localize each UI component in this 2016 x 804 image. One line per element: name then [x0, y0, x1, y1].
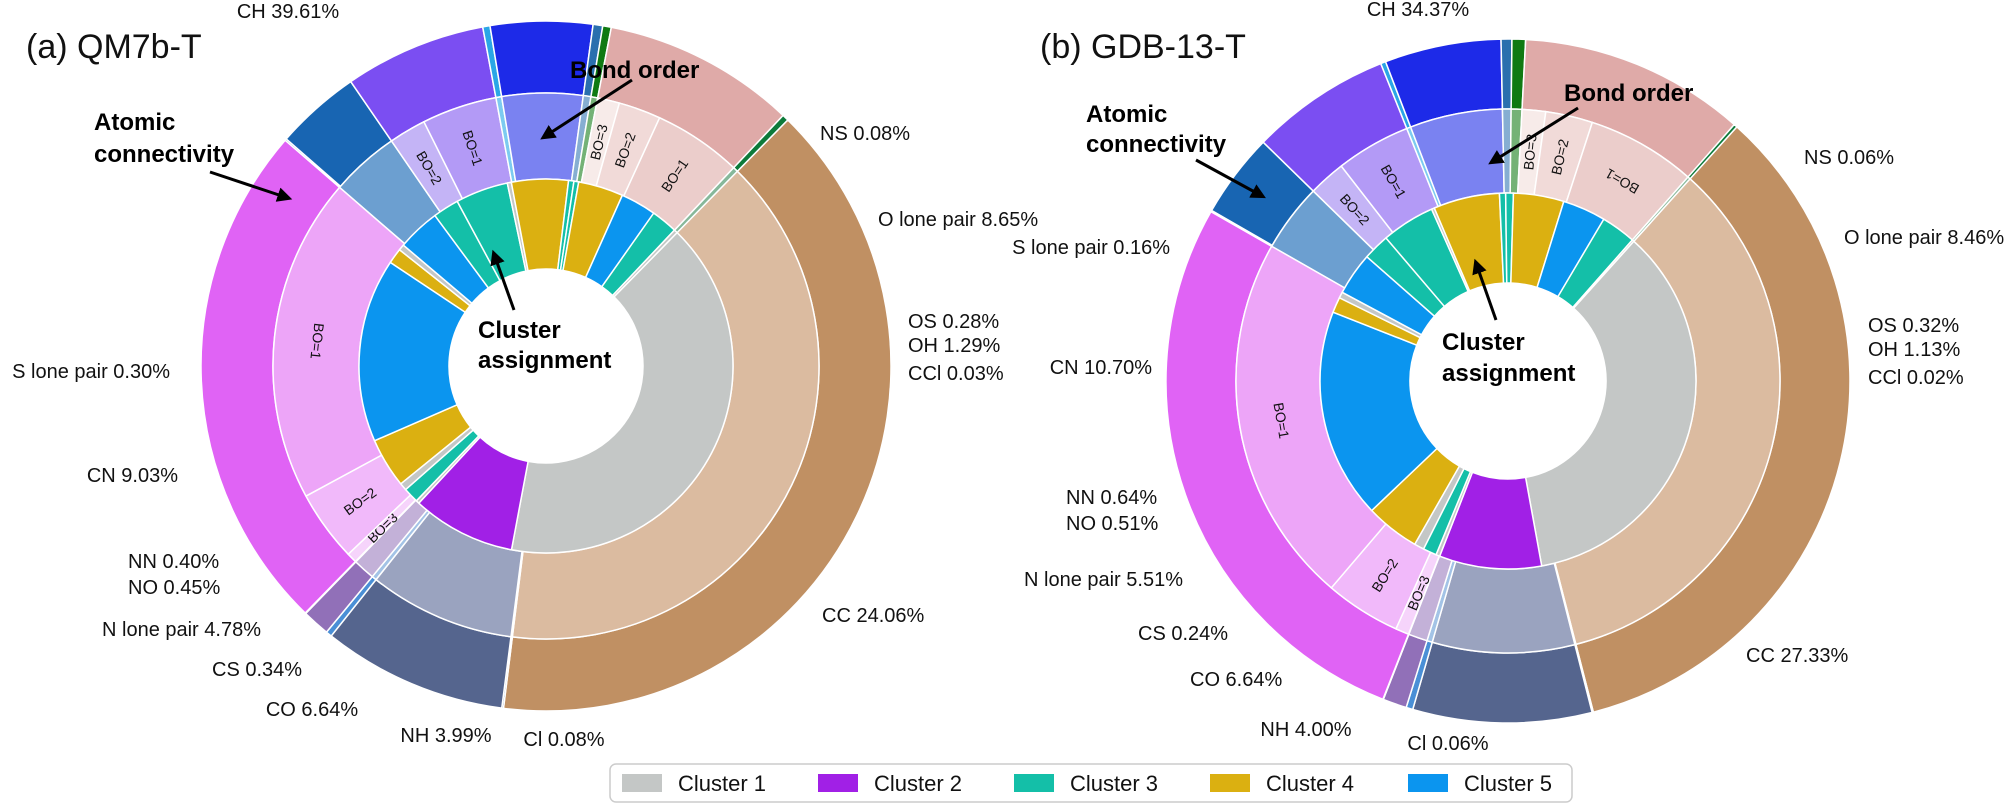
- slice-label: CN 10.70%: [1050, 357, 1152, 379]
- slice-label: S lone pair 0.30%: [12, 361, 170, 383]
- bond-order-label: BO=2: [1548, 137, 1572, 176]
- slice-label: OS 0.32%: [1868, 315, 1959, 337]
- legend-label: Cluster 3: [1070, 771, 1158, 796]
- legend: Cluster 1 Cluster 2 Cluster 3 Cluster 4 Clus…: [609, 763, 1573, 803]
- annotations-gdb13: Bond order Atomic connectivity Cluster a…: [1086, 80, 1693, 387]
- annotation-cluster-assignment-line2: assignment: [478, 347, 611, 374]
- panel-gdb13: (b) GDB-13-T BO=3BO=2BO=1BO=2BO=1BO=3 BO=…: [1012, 0, 2004, 755]
- slice-label: CH 39.61%: [237, 1, 339, 23]
- slice-label: CH 34.37%: [1367, 0, 1469, 21]
- annotation-atomic-connectivity-line2: connectivity: [94, 141, 235, 168]
- slice-label: OH 1.13%: [1868, 339, 1960, 361]
- bond-order-arrow: [540, 78, 633, 140]
- slice-label: O lone pair 8.65%: [878, 209, 1038, 231]
- slice-label: NN 0.40%: [128, 551, 219, 573]
- slice-label: NS 0.06%: [1804, 147, 1894, 169]
- annotation-bond-order: Bond order: [1564, 80, 1693, 107]
- annotation-cluster-assignment-line1: Cluster: [478, 317, 561, 344]
- panel-qm7b: (a) QM7b-T BO=3BO=2BO=1BO=2BO=1 BO=3 BO=2B…: [12, 1, 1038, 751]
- outer-ring-wedge: [1500, 38, 1513, 110]
- outer-labels-gdb13: CH 34.37% NS 0.06% O lone pair 8.46% OS 0.3…: [1012, 0, 2004, 755]
- slice-label: N lone pair 5.51%: [1024, 569, 1183, 591]
- center-hole: [449, 269, 643, 463]
- legend-frame: [609, 763, 1573, 803]
- legend-swatch: [1210, 774, 1250, 792]
- slice-label: NH 3.99%: [400, 725, 491, 747]
- atomic-connectivity-arrow: [1195, 158, 1266, 199]
- slice-label: CC 27.33%: [1746, 645, 1848, 667]
- annotations-qm7b: Bond order Atomic connectivity Cluster a…: [94, 57, 699, 374]
- bond-order-label: BO=1: [307, 322, 327, 360]
- annotation-cluster-assignment-line2: assignment: [1442, 360, 1575, 387]
- cluster-assignment-arrow: [1472, 258, 1498, 321]
- slice-label: Cl 0.06%: [1407, 733, 1488, 755]
- annotation-cluster-assignment-line1: Cluster: [1442, 329, 1525, 356]
- outer-labels-qm7b: CH 39.61% NS 0.08% O lone pair 8.65% OS 0.2…: [12, 1, 1038, 751]
- legend-swatch: [1014, 774, 1054, 792]
- middle-ring-wedge: [1431, 560, 1576, 654]
- slice-label: CS 0.24%: [1138, 623, 1228, 645]
- slice-label: NS 0.08%: [820, 123, 910, 145]
- slice-label: Cl 0.08%: [523, 729, 604, 751]
- center-hole: [1410, 283, 1606, 479]
- slice-label: S lone pair 0.16%: [1012, 237, 1170, 259]
- bond-order-label: BO=1: [1270, 401, 1292, 440]
- outer-ring-wedge: [1411, 641, 1594, 724]
- slice-label: OH 1.29%: [908, 335, 1000, 357]
- slice-label: CCl 0.03%: [908, 363, 1004, 385]
- slice-label: CCl 0.02%: [1868, 367, 1964, 389]
- cluster-assignment-arrow: [490, 249, 516, 311]
- slice-label: CN 9.03%: [87, 465, 178, 487]
- slice-label: NN 0.64%: [1066, 487, 1157, 509]
- legend-swatch: [622, 774, 662, 792]
- legend-label: Cluster 1: [678, 771, 766, 796]
- slice-label: CS 0.34%: [212, 659, 302, 681]
- panel-title-gdb13: (b) GDB-13-T: [1040, 28, 1246, 66]
- slice-label: CO 6.64%: [266, 699, 358, 721]
- legend-swatch: [818, 774, 858, 792]
- legend-label: Cluster 2: [874, 771, 962, 796]
- bond-order-arrow: [1488, 106, 1579, 165]
- slice-label: CC 24.06%: [822, 605, 924, 627]
- slice-label: NH 4.00%: [1260, 719, 1351, 741]
- legend-label: Cluster 4: [1266, 771, 1354, 796]
- sunburst-qm7b: BO=3BO=2BO=1BO=2BO=1 BO=3 BO=2BO=1: [200, 20, 892, 712]
- slice-label: N lone pair 4.78%: [102, 619, 261, 641]
- slice-label: NO 0.45%: [128, 577, 220, 599]
- annotation-atomic-connectivity-line1: Atomic: [94, 109, 175, 136]
- panel-title-qm7b: (a) QM7b-T: [26, 28, 202, 66]
- annotation-bond-order: Bond order: [570, 57, 699, 84]
- annotation-atomic-connectivity-line1: Atomic: [1086, 101, 1167, 128]
- atomic-connectivity-arrow: [209, 170, 293, 202]
- middle-ring-wedge: [500, 92, 585, 183]
- slice-label: OS 0.28%: [908, 311, 999, 333]
- slice-label: CO 6.64%: [1190, 669, 1282, 691]
- slice-label: O lone pair 8.46%: [1844, 227, 2004, 249]
- legend-swatch: [1408, 774, 1448, 792]
- annotation-atomic-connectivity-line2: connectivity: [1086, 131, 1227, 158]
- legend-label: Cluster 5: [1464, 771, 1552, 796]
- slice-label: NO 0.51%: [1066, 513, 1158, 535]
